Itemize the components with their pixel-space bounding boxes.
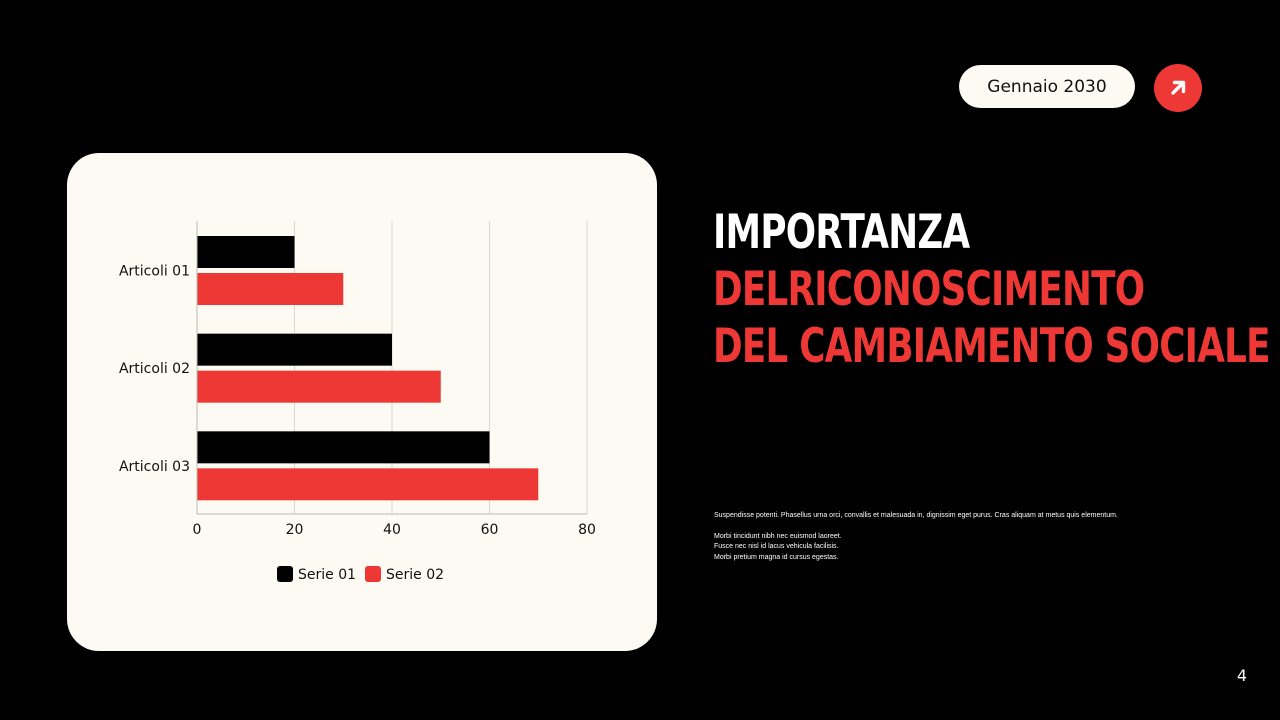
title-line-3: DEL CAMBIAMENTO SOCIALE bbox=[713, 319, 1271, 374]
body-line-1: Morbi tincidunt nibh nec euismod laoreet… bbox=[714, 532, 842, 540]
body-text: Suspendisse potenti. Phasellus urna orci… bbox=[714, 511, 1194, 563]
date-label: Gennaio 2030 bbox=[987, 76, 1107, 97]
x-tick-label-40: 40 bbox=[383, 522, 401, 538]
title-line-1: IMPORTANZA bbox=[713, 205, 970, 260]
x-tick-label-80: 80 bbox=[578, 522, 596, 538]
x-tick-label-20: 20 bbox=[286, 522, 304, 538]
bar-2-1 bbox=[197, 273, 344, 305]
date-badge: Gennaio 2030 bbox=[959, 65, 1135, 108]
x-tick-label-60: 60 bbox=[481, 522, 499, 538]
title-line-2: DELRICONOSCIMENTO bbox=[713, 262, 1145, 317]
legend-label-1: Serie 01 bbox=[298, 567, 356, 583]
bar-1-1 bbox=[197, 236, 295, 268]
body-line-3: Morbi pretium magna id cursus egestas. bbox=[714, 553, 839, 561]
bar-1-3 bbox=[197, 431, 490, 464]
body-line-2: Fusce nec nisl id lacus vehicula facilis… bbox=[714, 543, 839, 550]
arrow-up-right-icon bbox=[1171, 80, 1186, 95]
page-number: 4 bbox=[1236, 666, 1248, 685]
body-paragraph: Suspendisse potenti. Phasellus urna orci… bbox=[714, 512, 1118, 519]
chart-card: 0 20 40 60 80 Articoli 01 Articoli 02 Articoli … bbox=[67, 153, 657, 651]
category-label-2: Articoli 02 bbox=[119, 361, 190, 377]
bar-2-3 bbox=[197, 468, 539, 501]
category-label-1: Articoli 01 bbox=[119, 264, 190, 280]
bar-chart: 0 20 40 60 80 Articoli 01 Articoli 02 Articoli … bbox=[119, 221, 596, 583]
category-label-3: Articoli 03 bbox=[119, 459, 190, 475]
bar-2-2 bbox=[197, 370, 441, 403]
legend-swatch-1 bbox=[277, 566, 293, 582]
legend-swatch-2 bbox=[365, 566, 381, 582]
arrow-up-right-button[interactable] bbox=[1154, 64, 1202, 112]
x-tick-label-0: 0 bbox=[193, 522, 202, 538]
legend-label-2: Serie 02 bbox=[386, 567, 444, 583]
bar-1-2 bbox=[197, 333, 392, 366]
slide-title: IMPORTANZA DELRICONOSCIMENTO DEL CAMBIAM… bbox=[713, 204, 1271, 375]
